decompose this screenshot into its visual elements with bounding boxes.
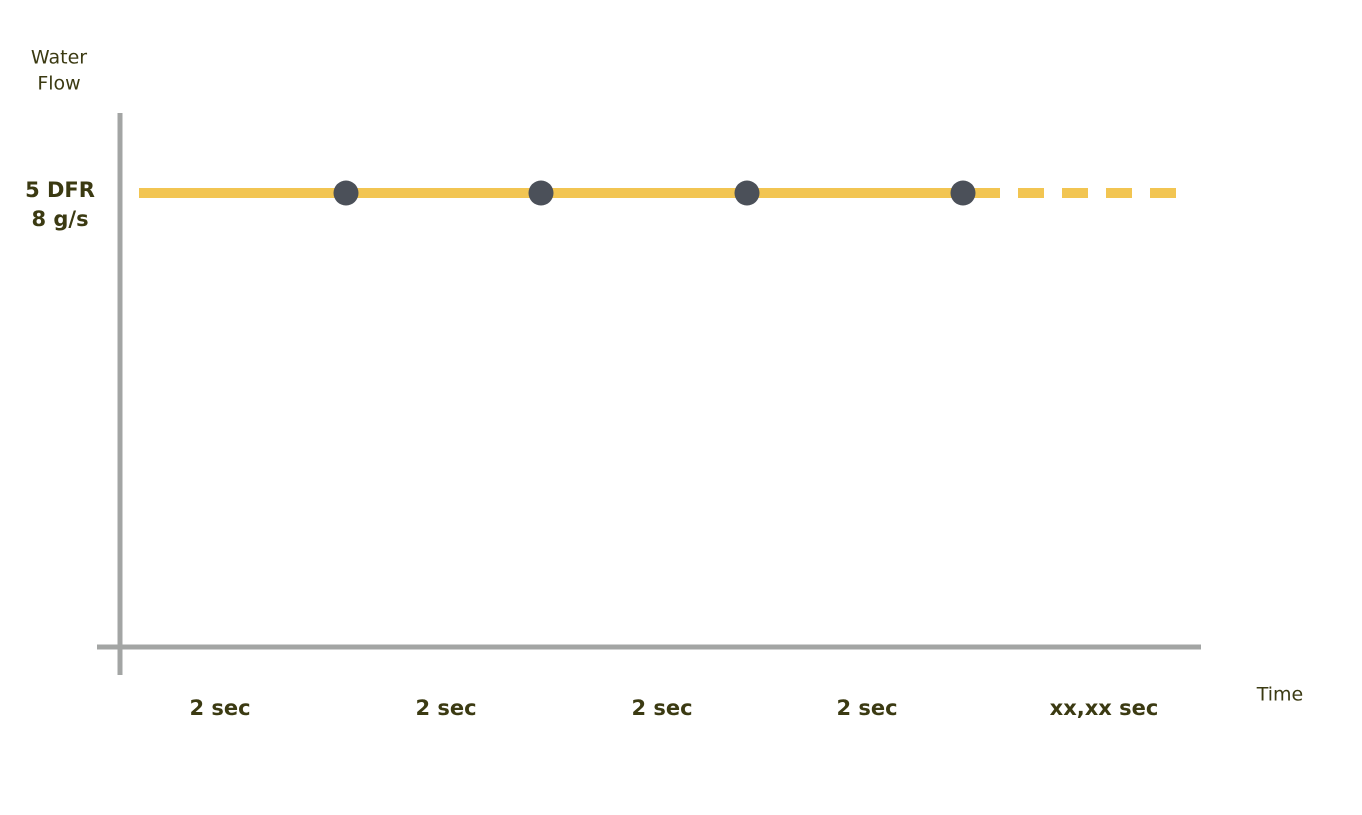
level-label: 5 DFR [25, 178, 95, 202]
y-axis-label: Flow [37, 73, 80, 95]
segment-label: 2 sec [836, 696, 897, 720]
point [528, 180, 554, 206]
segment-label: 2 sec [631, 696, 692, 720]
y-axis-label: Water [31, 47, 87, 69]
point [950, 180, 976, 206]
point [333, 180, 359, 206]
point [734, 180, 760, 206]
x-axis-label: Time [1256, 684, 1304, 706]
segment-label: 2 sec [415, 696, 476, 720]
segment-label: xx,xx sec [1050, 696, 1159, 720]
level-label: 8 g/s [31, 207, 88, 231]
segment-label: 2 sec [189, 696, 250, 720]
